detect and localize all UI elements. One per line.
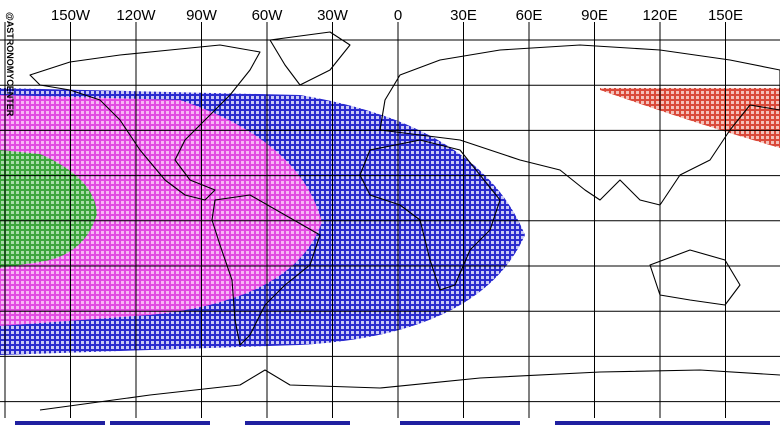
zone-red — [600, 88, 780, 148]
coast-africa — [359, 139, 501, 291]
coast-north-america — [29, 44, 261, 201]
legend-bars — [15, 421, 770, 425]
legend-bar — [15, 421, 105, 425]
longitude-label: 0 — [394, 7, 402, 24]
longitude-label: 150E — [708, 7, 743, 24]
longitude-label: 30W — [317, 7, 349, 24]
coast-south-america — [211, 194, 321, 346]
zone-pink — [0, 95, 322, 326]
longitude-label: 120E — [642, 7, 677, 24]
coast-greenland — [269, 31, 351, 86]
legend-bar — [245, 421, 350, 425]
longitude-label: 30E — [450, 7, 477, 24]
coast-australia — [649, 249, 741, 306]
longitude-label: 120W — [116, 7, 156, 24]
longitude-label: 60W — [252, 7, 284, 24]
coastlines — [29, 31, 780, 411]
longitude-labels: 150W120W90W60W30W030E60E90E120E150E1 — [51, 7, 743, 24]
legend-bar — [110, 421, 210, 425]
longitude-label: 90E — [581, 7, 608, 24]
legend-bar — [555, 421, 770, 425]
longitude-label: 90W — [186, 7, 218, 24]
longitude-label: 150W — [51, 7, 91, 24]
watermark: @ASTRONOMYCENTER — [5, 12, 15, 117]
coast-eurasia — [379, 44, 780, 206]
longitude-label: 60E — [516, 7, 543, 24]
legend-bar — [400, 421, 520, 425]
visibility-zones — [0, 88, 780, 355]
coast-antarctica — [39, 369, 780, 411]
zone-green — [0, 150, 97, 268]
